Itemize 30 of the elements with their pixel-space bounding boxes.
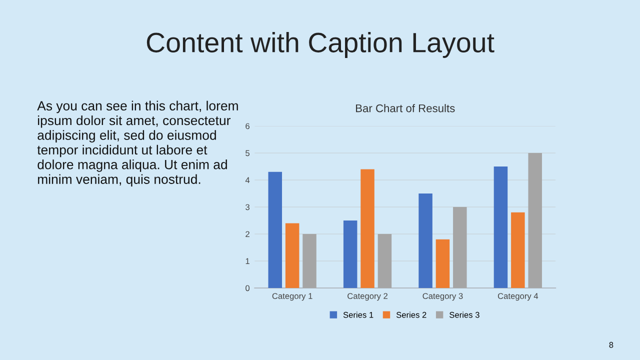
y-tick-label: 5 <box>246 150 250 156</box>
legend-label: Series 2 <box>396 312 426 318</box>
y-tick-label: 2 <box>246 231 250 238</box>
text: As you can see in this chart, lorem ipsum dolor sit amet, consectetur adipiscing elit, sed do eiusmod tempor incididunt ut labore et dolore magna aliqua. Ut enim ad minim veniam, quis nostrud. <box>37 100 238 187</box>
bar <box>378 234 392 288</box>
bar <box>343 220 358 288</box>
bar <box>528 153 542 288</box>
y-tick-label: 4 <box>245 177 250 184</box>
bar <box>285 223 300 288</box>
y-tick-label: 3 <box>246 204 250 210</box>
bar <box>302 234 316 288</box>
chart-subtitle: Bar Chart of Results <box>356 104 455 112</box>
bar <box>494 166 508 288</box>
bar <box>360 169 374 288</box>
text: 8 <box>609 342 614 348</box>
chart-title: Content with Caption Layout <box>146 32 494 58</box>
x-tick-label: Category 4 <box>498 293 538 301</box>
bar <box>268 172 282 288</box>
bar <box>511 212 525 288</box>
x-tick-label: Category 3 <box>422 293 463 301</box>
bar <box>453 207 467 288</box>
y-tick-label: 1 <box>246 258 250 264</box>
y-tick-label: 0 <box>246 285 250 292</box>
y-tick-label: 6 <box>246 123 250 130</box>
legend-label: Series 3 <box>450 312 480 318</box>
bar <box>418 194 432 288</box>
bar <box>436 239 450 288</box>
x-tick-label: Category 1 <box>272 293 312 301</box>
x-tick-label: Category 2 <box>348 293 388 301</box>
legend-label: Series 1 <box>343 312 374 318</box>
